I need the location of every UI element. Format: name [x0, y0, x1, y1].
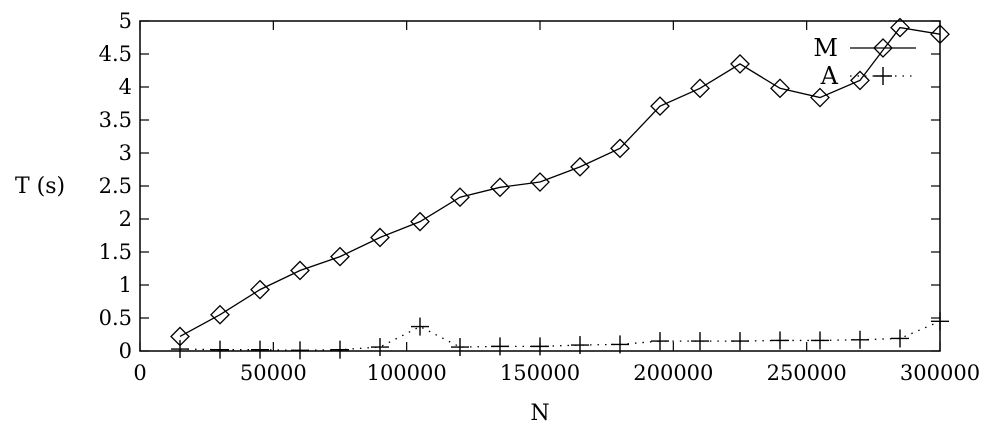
series-M — [170, 17, 950, 347]
legend: MA — [813, 34, 916, 90]
data-point-M — [650, 96, 670, 117]
data-point-A — [931, 312, 949, 331]
data-point-M — [450, 187, 470, 208]
data-point-A — [531, 337, 549, 356]
x-axis-label: N — [530, 401, 549, 426]
data-point-A — [331, 340, 349, 359]
x-tick-label: 300000 — [900, 361, 980, 385]
series-layer — [170, 17, 950, 360]
x-tick-label: 100000 — [367, 361, 447, 385]
data-point-M — [290, 260, 310, 281]
data-point-A — [651, 332, 669, 351]
y-tick-label: 2 — [119, 207, 132, 231]
data-point-M — [410, 211, 430, 232]
y-tick-label: 2.5 — [99, 174, 132, 198]
data-point-A — [731, 332, 749, 351]
data-point-M — [890, 17, 910, 38]
y-axis-ticks: 0 0.5 1 1.5 2 2.5 3 3.5 4 4.5 5 — [99, 9, 940, 363]
series-A — [171, 312, 949, 360]
x-tick-label: 150000 — [500, 361, 580, 385]
data-point-M — [690, 78, 710, 99]
data-point-A — [411, 317, 429, 336]
data-point-A — [571, 336, 589, 355]
y-tick-label: 1.5 — [99, 240, 132, 264]
y-tick-label: 3 — [119, 141, 132, 165]
data-point-M — [850, 70, 870, 91]
data-point-A — [691, 332, 709, 351]
data-point-A — [451, 338, 469, 357]
y-tick-label: 0.5 — [99, 306, 132, 330]
x-axis-ticks: 0 50000 100000 150000 200000 250000 300000 — [133, 21, 980, 385]
data-point-M — [530, 172, 550, 192]
y-tick-label: 4.5 — [99, 42, 132, 66]
data-point-M — [610, 138, 630, 159]
x-tick-label: 250000 — [767, 361, 847, 385]
y-axis-label: T (s) — [15, 174, 65, 199]
y-tick-label: 3.5 — [99, 108, 132, 132]
legend-label-A: A — [820, 62, 839, 90]
data-point-M — [730, 53, 750, 74]
x-tick-label: 0 — [133, 361, 146, 385]
data-point-A — [771, 331, 789, 350]
series-line-A — [179, 320, 941, 351]
data-point-M — [250, 279, 270, 300]
data-point-A — [371, 338, 389, 357]
data-point-A — [291, 341, 309, 360]
data-point-M — [210, 304, 230, 325]
data-point-A — [171, 340, 189, 359]
data-point-A — [851, 330, 869, 349]
legend-marker-A — [874, 67, 892, 85]
x-tick-label: 200000 — [633, 361, 713, 385]
data-point-A — [211, 340, 229, 359]
data-point-A — [491, 337, 509, 356]
y-tick-label: 0 — [119, 339, 132, 363]
data-point-A — [811, 331, 829, 350]
x-tick-label: 50000 — [240, 361, 307, 385]
legend-marker-M — [873, 38, 893, 58]
data-point-A — [891, 329, 909, 348]
data-point-M — [770, 78, 790, 99]
y-tick-label: 5 — [119, 9, 132, 33]
data-point-A — [611, 335, 629, 354]
data-point-M — [570, 156, 590, 177]
legend-label-M: M — [813, 34, 838, 62]
data-point-M — [810, 87, 830, 108]
y-tick-label: 4 — [119, 75, 132, 99]
data-point-M — [930, 24, 950, 45]
data-point-A — [251, 340, 269, 359]
data-point-M — [370, 227, 390, 248]
data-point-M — [330, 246, 350, 267]
data-point-M — [490, 177, 510, 198]
y-tick-label: 1 — [119, 273, 132, 297]
